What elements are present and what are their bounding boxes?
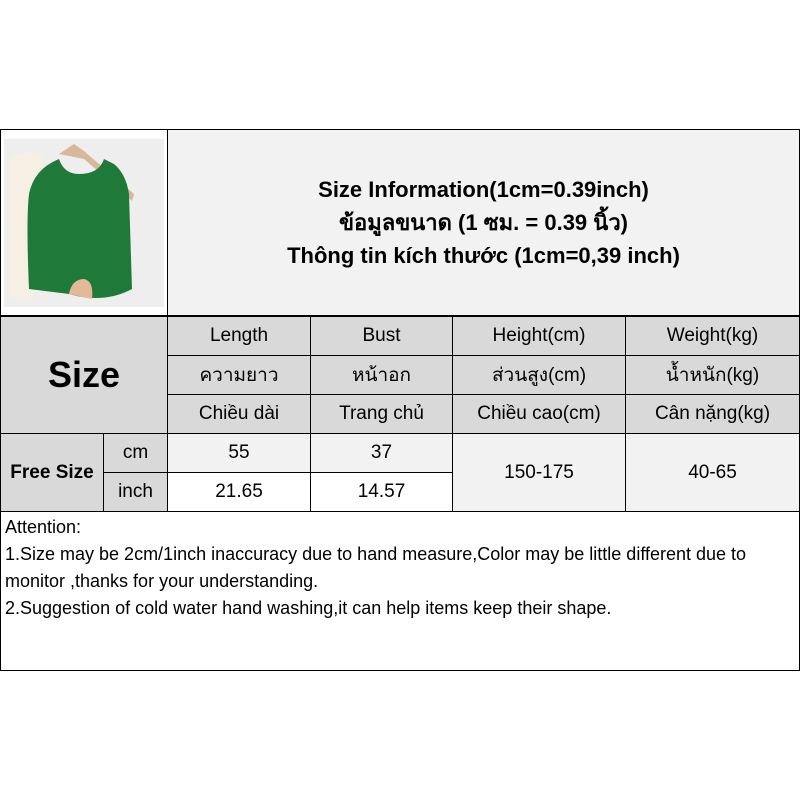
- col-height-th: ส่วนสูง(cm): [452, 355, 626, 395]
- unit-cm: cm: [103, 433, 168, 473]
- title-th: ข้อมูลขนาด (1 ซม. = 0.39 นิ้ว): [338, 210, 628, 235]
- col-length-th: ความยาว: [167, 355, 311, 395]
- col-bust-en: Bust: [310, 316, 453, 356]
- col-bust-vi: Trang chủ: [310, 394, 453, 434]
- size-info-title: Size Information(1cm=0.39inch) ข้อมูลขนา…: [167, 129, 800, 316]
- col-weight-th: น้ำหนัก(kg): [625, 355, 800, 395]
- title-vi: Thông tin kích thước (1cm=0,39 inch): [287, 243, 680, 268]
- bust-cm: 37: [310, 433, 453, 473]
- length-cm: 55: [167, 433, 311, 473]
- col-weight-vi: Cân nặng(kg): [625, 394, 800, 434]
- title-en: Size Information(1cm=0.39inch): [318, 177, 649, 202]
- col-weight-en: Weight(kg): [625, 316, 800, 356]
- col-height-en: Height(cm): [452, 316, 626, 356]
- size-header: Size: [0, 316, 168, 434]
- col-length-en: Length: [167, 316, 311, 356]
- attention-title: Attention:: [5, 517, 82, 537]
- attention-notes: Attention: 1.Size may be 2cm/1inch inacc…: [0, 511, 800, 671]
- col-length-vi: Chiều dài: [167, 394, 311, 434]
- length-inch: 21.65: [167, 472, 311, 512]
- col-bust-th: หน้าอก: [310, 355, 453, 395]
- product-image-cell: [0, 129, 168, 316]
- bust-inch: 14.57: [310, 472, 453, 512]
- height-range: 150-175: [452, 433, 626, 512]
- col-height-vi: Chiều cao(cm): [452, 394, 626, 434]
- product-photo: [4, 138, 164, 307]
- attention-line-1: 1.Size may be 2cm/1inch inaccuracy due t…: [5, 544, 747, 591]
- free-size-label: Free Size: [0, 433, 104, 512]
- attention-line-2: 2.Suggestion of cold water hand washing,…: [5, 598, 612, 618]
- weight-range: 40-65: [625, 433, 800, 512]
- unit-inch: inch: [103, 472, 168, 512]
